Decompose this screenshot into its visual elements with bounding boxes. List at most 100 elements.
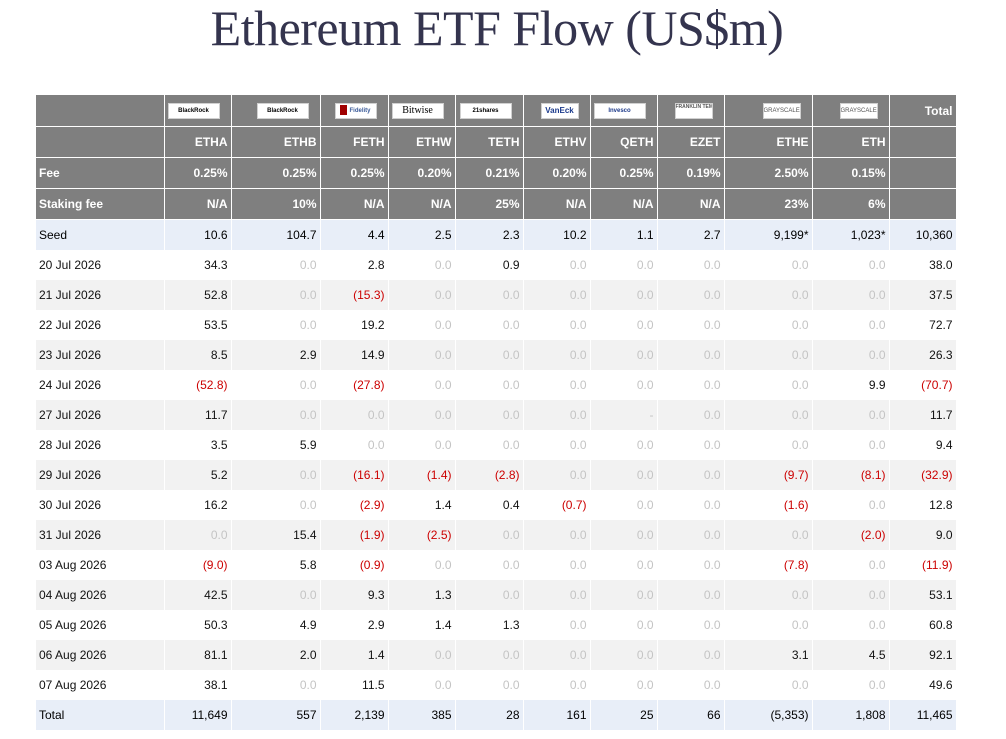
total-cell: 11,649: [164, 700, 232, 730]
flow-cell: 0.0: [388, 340, 456, 370]
flow-cell: (7.8): [724, 550, 813, 580]
flow-cell: 3.5: [164, 430, 232, 460]
row-label: 07 Aug 2026: [36, 670, 165, 700]
flow-cell: 0.0: [455, 550, 524, 580]
flow-cell: 0.0: [523, 310, 591, 340]
total-cell: 385: [388, 700, 456, 730]
fee-cell: 0.21%: [455, 157, 524, 189]
flow-cell: 0.0: [657, 250, 725, 280]
flow-cell: 10.6: [164, 219, 232, 250]
issuer-logo-cell: GRAYSCALE: [812, 95, 890, 127]
flow-cell: (0.7): [523, 490, 591, 520]
flow-cell: 0.0: [388, 430, 456, 460]
seed-row: Seed 10.6 104.7 4.4 2.5 2.3 10.2 1.1 2.7 9,199* 1,…: [36, 219, 957, 250]
flow-cell: 0.0: [657, 400, 725, 430]
flow-cell: 0.0: [455, 580, 524, 610]
flow-cell: 0.0: [320, 430, 389, 460]
flow-cell: 0.0: [812, 250, 890, 280]
flow-cell: 0.0: [590, 670, 658, 700]
fee-total-blank: [889, 188, 957, 220]
flow-cell: 0.4: [455, 490, 524, 520]
row-label: 03 Aug 2026: [36, 550, 165, 580]
flow-cell: 0.0: [590, 610, 658, 640]
flow-cell: 3.1: [724, 640, 813, 670]
row-total-cell: 53.1: [889, 580, 957, 610]
flow-cell: 0.0: [812, 280, 890, 310]
flow-cell: 19.2: [320, 310, 389, 340]
flow-cell: 0.0: [523, 370, 591, 400]
flow-cell: 0.0: [231, 460, 321, 490]
row-total-cell: 9.0: [889, 520, 957, 550]
flow-cell: 2.8: [320, 250, 389, 280]
flow-cell: 0.0: [164, 520, 232, 550]
row-label: 04 Aug 2026: [36, 580, 165, 610]
flow-cell: 34.3: [164, 250, 232, 280]
row-total-cell: 38.0: [889, 250, 957, 280]
flow-cell: 0.0: [231, 310, 321, 340]
fee-cell: 0.25%: [590, 157, 658, 189]
total-cell: 28: [455, 700, 524, 730]
flow-cell: 0.0: [590, 340, 658, 370]
total-cell: 1,808: [812, 700, 890, 730]
fee-cell: 0.20%: [388, 157, 456, 189]
flow-cell: 0.0: [724, 250, 813, 280]
flow-cell: 2.5: [388, 219, 456, 250]
flow-cell: 0.0: [724, 520, 813, 550]
flow-cell: 0.0: [657, 340, 725, 370]
flow-cell: 0.0: [523, 670, 591, 700]
flow-cell: 0.0: [388, 550, 456, 580]
flow-cell: (27.8): [320, 370, 389, 400]
flow-cell: (1.9): [320, 520, 389, 550]
table-row: 24 Jul 2026 (52.8) 0.0 (27.8) 0.0 0.0 0.0 0.0 0.…: [36, 370, 957, 400]
flow-cell: 0.0: [590, 310, 658, 340]
flow-cell: 8.5: [164, 340, 232, 370]
ticker-total-blank: [889, 126, 957, 158]
fee-cell: 25%: [455, 188, 524, 220]
flow-cell: 5.9: [231, 430, 321, 460]
ticker-header: EZET: [657, 126, 725, 158]
flow-cell: 0.0: [724, 670, 813, 700]
flow-cell: 53.5: [164, 310, 232, 340]
ticker-header: ETH: [812, 126, 890, 158]
flow-cell: 9,199*: [724, 219, 813, 250]
flow-cell: 0.0: [724, 400, 813, 430]
flow-cell: (1.6): [724, 490, 813, 520]
flow-cell: 0.0: [590, 640, 658, 670]
issuer-logo: 21shares: [459, 102, 512, 119]
flow-cell: 0.0: [231, 670, 321, 700]
flow-cell: 0.0: [657, 280, 725, 310]
flow-cell: 2.0: [231, 640, 321, 670]
table-body: BlackRock BlackRock Fidelity Bitwise 21share…: [36, 95, 957, 730]
issuer-logo: BlackRock: [167, 102, 220, 119]
flow-cell: 0.0: [455, 280, 524, 310]
flow-cell: 0.0: [812, 490, 890, 520]
flow-cell: 0.0: [523, 400, 591, 430]
grand-total-cell: 11,465: [889, 700, 957, 730]
row-total-cell: 26.3: [889, 340, 957, 370]
fee-cell: N/A: [164, 188, 232, 220]
row-total-cell: 12.8: [889, 490, 957, 520]
table-row: 06 Aug 2026 81.1 2.0 1.4 0.0 0.0 0.0 0.0 0.0 3.1 4…: [36, 640, 957, 670]
flow-cell: 1.4: [388, 610, 456, 640]
flow-cell: 104.7: [231, 219, 321, 250]
flow-cell: 5.2: [164, 460, 232, 490]
row-label: 24 Jul 2026: [36, 370, 165, 400]
flow-cell: 2.3: [455, 219, 524, 250]
flow-cell: 0.0: [388, 400, 456, 430]
flow-cell: 0.0: [590, 430, 658, 460]
issuer-logo-cell: 21shares: [455, 95, 524, 127]
flow-cell: 0.0: [523, 610, 591, 640]
flow-cell: 0.0: [590, 370, 658, 400]
issuer-logo: GRAYSCALE: [762, 102, 801, 119]
row-label: 28 Jul 2026: [36, 430, 165, 460]
flow-cell: 0.0: [657, 580, 725, 610]
row-label: Fee: [36, 157, 165, 189]
flow-cell: 10.2: [523, 219, 591, 250]
flow-cell: 0.0: [388, 640, 456, 670]
row-label: Seed: [36, 219, 165, 250]
ticker-header: QETH: [590, 126, 658, 158]
flow-cell: 0.0: [657, 520, 725, 550]
fee-cell: 0.25%: [320, 157, 389, 189]
flow-cell: 0.0: [523, 250, 591, 280]
fee-cell: 0.20%: [523, 157, 591, 189]
